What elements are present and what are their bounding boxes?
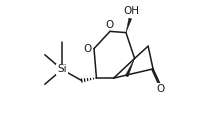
Polygon shape xyxy=(125,58,135,77)
Text: OH: OH xyxy=(123,6,140,16)
Text: O: O xyxy=(156,84,165,94)
Text: Si: Si xyxy=(57,64,67,75)
Text: O: O xyxy=(84,44,92,54)
Text: O: O xyxy=(106,20,114,30)
Polygon shape xyxy=(126,18,132,33)
